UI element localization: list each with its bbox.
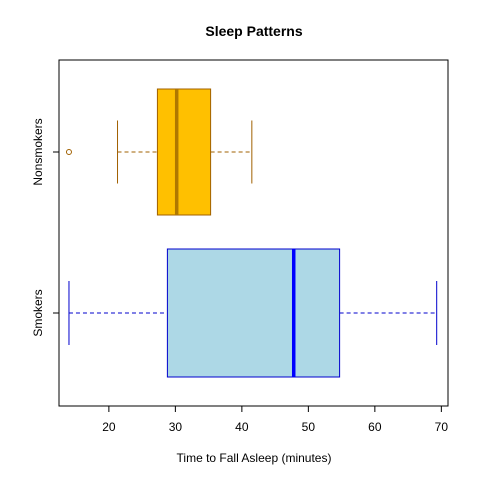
x-tick-label: 50 — [302, 420, 316, 434]
x-tick-label: 60 — [368, 420, 382, 434]
x-tick-label: 20 — [102, 420, 116, 434]
y-tick-label: Smokers — [31, 289, 45, 336]
box-smokers — [68, 248, 438, 378]
x-axis: 20 30 40 50 60 70 — [102, 405, 449, 434]
x-tick-label: 30 — [169, 420, 183, 434]
x-axis-label: Time to Fall Asleep (minutes) — [177, 451, 332, 465]
box-series-group — [65, 88, 438, 378]
box-nonsmokers — [65, 88, 253, 216]
box-iqr — [166, 248, 341, 378]
x-tick-label: 40 — [235, 420, 249, 434]
box-iqr — [156, 88, 212, 216]
outlier-point — [65, 149, 72, 155]
y-axis: Nonsmokers Smokers — [31, 118, 59, 337]
x-tick-label: 70 — [435, 420, 449, 434]
chart-title: Sleep Patterns — [205, 23, 302, 39]
y-tick-label: Nonsmokers — [31, 118, 45, 185]
